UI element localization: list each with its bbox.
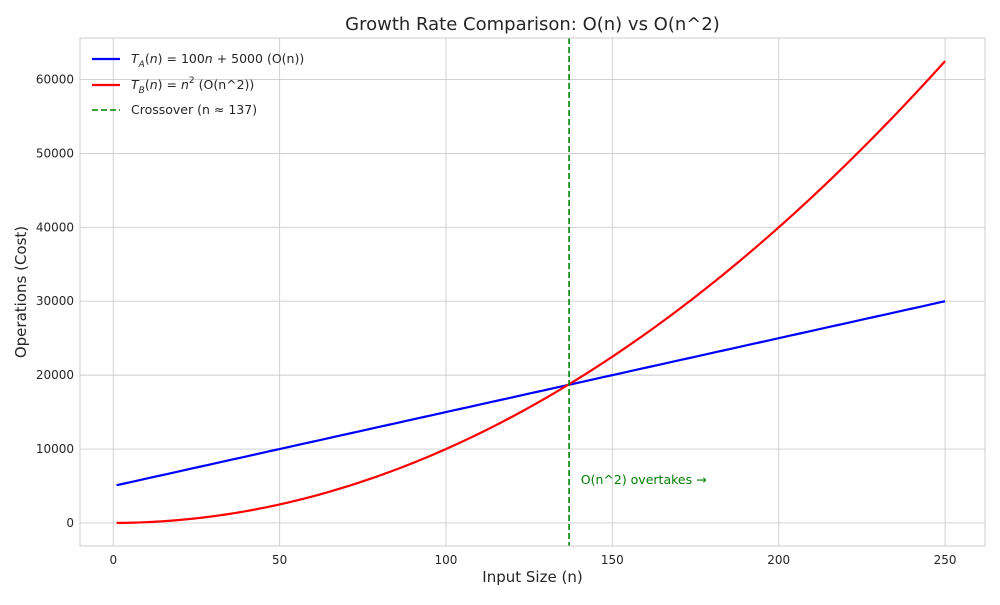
y-tick-label: 30000: [36, 294, 74, 308]
legend-label-quadratic: TB(n) = n2 (O(n^2)): [131, 76, 254, 96]
x-tick-label: 100: [435, 553, 458, 567]
y-tick-label: 50000: [36, 146, 74, 160]
y-tick-label: 60000: [36, 73, 74, 87]
tick-labels: 0 50 100 150 200 250 0 10000 20000 30000 40000 5000…: [36, 73, 957, 567]
crossover-annotation: O(n^2) overtakes →: [581, 472, 707, 487]
series-line-quadratic: [116, 60, 946, 524]
y-axis-title: Operations (Cost): [12, 226, 30, 358]
y-tick-label: 0: [66, 516, 74, 530]
x-tick-label: 150: [601, 553, 624, 567]
grid-lines: [80, 38, 985, 546]
legend: TA(n) = 100n + 5000 (O(n)) TB(n) = n2 (O(…: [92, 51, 304, 117]
chart-title: Growth Rate Comparison: O(n) vs O(n^2): [345, 14, 720, 35]
x-tick-label: 0: [109, 553, 117, 567]
y-tick-label: 40000: [36, 220, 74, 234]
annotations: O(n^2) overtakes →: [581, 472, 707, 487]
x-tick-label: 200: [767, 553, 790, 567]
series-line-linear: [116, 300, 946, 487]
legend-label-linear: TA(n) = 100n + 5000 (O(n)): [131, 51, 304, 70]
x-axis-title: Input Size (n): [482, 568, 582, 586]
plot-frame: [79, 37, 986, 547]
y-tick-label: 10000: [36, 442, 74, 456]
x-tick-label: 250: [934, 553, 957, 567]
series-lines: [116, 38, 946, 546]
x-tick-label: 50: [272, 553, 287, 567]
legend-label-crossover: Crossover (n ≈ 137): [131, 102, 257, 117]
y-tick-label: 20000: [36, 368, 74, 382]
